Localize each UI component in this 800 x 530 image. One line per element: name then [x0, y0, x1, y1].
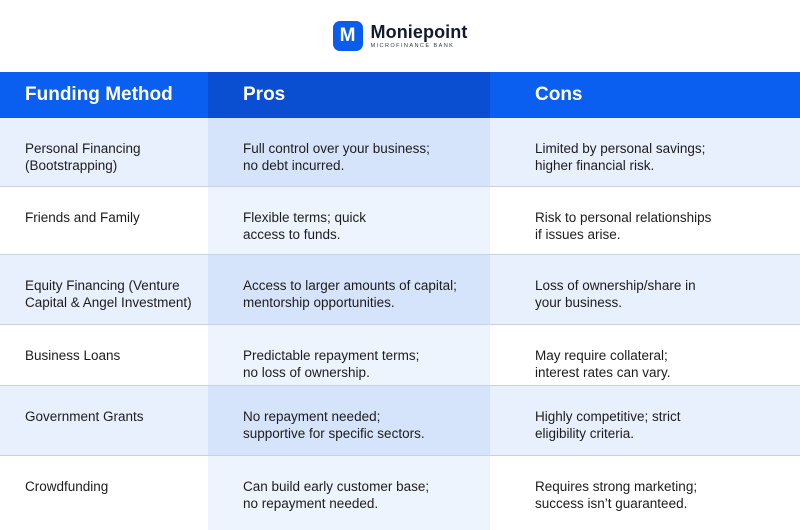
cons-text: Highly competitive; strict eligibility c…	[535, 408, 681, 441]
funding-comparison-table: Funding Method Pros Cons Personal Financ…	[0, 72, 800, 530]
pros-text: Can build early customer base; no repaym…	[243, 478, 430, 511]
pros-cell: Full control over your business; no debt…	[208, 118, 490, 187]
cons-text: Limited by personal savings; higher fina…	[535, 141, 706, 173]
pros-text: Predictable repayment terms; no loss of …	[243, 347, 420, 380]
pros-text: No repayment needed; supportive for spec…	[243, 408, 425, 441]
pros-text: Full control over your business; no debt…	[243, 141, 430, 173]
pros-cell: Flexible terms; quick access to funds.	[208, 186, 490, 255]
brand-name: Moniepoint	[370, 21, 468, 42]
table-row: Crowdfunding Can build early customer ba…	[0, 455, 800, 530]
cons-text: May require collateral; interest rates c…	[535, 347, 671, 380]
cons-cell: Highly competitive; strict eligibility c…	[490, 385, 800, 456]
cons-cell: Requires strong marketing; success isn’t…	[490, 455, 800, 530]
pros-text: Access to larger amounts of capital; men…	[243, 277, 457, 310]
method-cell: Government Grants	[0, 385, 208, 456]
method-cell: Business Loans	[0, 324, 208, 386]
table-row: Friends and Family Flexible terms; quick…	[0, 186, 800, 255]
table-row: Government Grants No repayment needed; s…	[0, 385, 800, 456]
cons-text: Loss of ownership/share in your business…	[535, 277, 696, 310]
pros-cell: Can build early customer base; no repaym…	[208, 455, 490, 530]
cons-cell: May require collateral; interest rates c…	[490, 324, 800, 386]
header-pros: Pros	[208, 72, 490, 118]
table-row: Personal Financing (Bootstrapping) Full …	[0, 118, 800, 187]
method-cell: Personal Financing (Bootstrapping)	[0, 118, 208, 187]
pros-cell: Access to larger amounts of capital; men…	[208, 254, 490, 325]
cons-cell: Limited by personal savings; higher fina…	[490, 118, 800, 187]
method-text: Friends and Family	[25, 209, 140, 225]
method-text: Business Loans	[25, 347, 121, 363]
pros-cell: Predictable repayment terms; no loss of …	[208, 324, 490, 386]
table-header-row: Funding Method Pros Cons	[0, 72, 800, 118]
method-cell: Friends and Family	[0, 186, 208, 255]
table-row: Equity Financing (Venture Capital & Ange…	[0, 254, 800, 325]
method-cell: Equity Financing (Venture Capital & Ange…	[0, 254, 208, 325]
cons-cell: Risk to personal relationships if issues…	[490, 186, 800, 255]
method-text: Crowdfunding	[25, 478, 109, 494]
brand-logo: M Moniepoint MICROFINANCE BANK	[0, 16, 800, 56]
brand-wordmark: Moniepoint MICROFINANCE BANK	[371, 23, 468, 50]
method-cell: Crowdfunding	[0, 455, 208, 530]
method-text: Equity Financing (Venture Capital & Ange…	[25, 277, 192, 310]
table-row: Business Loans Predictable repayment ter…	[0, 324, 800, 386]
cons-text: Requires strong marketing; success isn’t…	[535, 478, 698, 511]
header-cons: Cons	[490, 72, 800, 118]
moniepoint-logo-icon: M	[332, 21, 363, 51]
cons-cell: Loss of ownership/share in your business…	[490, 254, 800, 325]
header-funding-method: Funding Method	[0, 72, 208, 118]
cons-text: Risk to personal relationships if issues…	[535, 209, 712, 242]
pros-cell: No repayment needed; supportive for spec…	[208, 385, 490, 456]
method-text: Personal Financing (Bootstrapping)	[25, 141, 141, 173]
brand-subtitle: MICROFINANCE BANK	[370, 42, 455, 49]
method-text: Government Grants	[25, 408, 144, 424]
pros-text: Flexible terms; quick access to funds.	[243, 209, 367, 242]
